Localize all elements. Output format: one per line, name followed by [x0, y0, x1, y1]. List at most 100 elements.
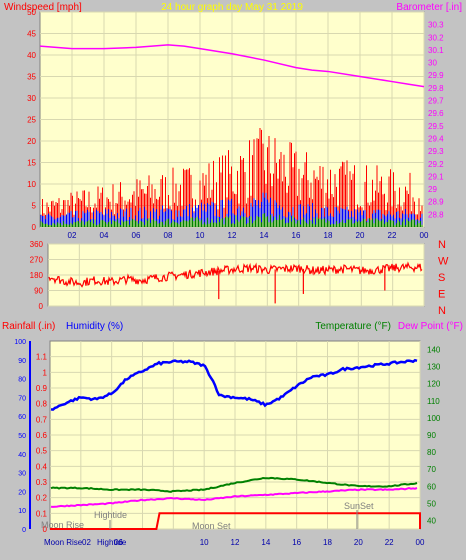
temperature-tick-label: 110 — [427, 397, 440, 406]
wind-x-tick-label: 06 — [132, 231, 141, 240]
windspeed-tick-label: 50 — [27, 8, 36, 17]
rainfall-tick-label: 0.2 — [36, 494, 48, 503]
temperature-tick-labels: 10 12 14 16 18 20 22 0000.10.20.30.40.50.60.70.… — [14, 339, 441, 547]
barometer-tick-label: 30.3 — [428, 21, 444, 30]
barometer-tick-label: 29.5 — [428, 122, 444, 131]
temperature-tick-label: 80 — [427, 448, 436, 457]
direction-degree-tick: 0 — [39, 302, 44, 311]
barometer-tick-label: 30.1 — [428, 46, 444, 55]
direction-compass-label: N — [438, 239, 446, 251]
wind-barometer-panel: 02 04 06 08 10 12 14 16 18 20 22 000510152025303540… — [4, 2, 462, 240]
humidity-tick-label: 20 — [18, 489, 26, 496]
rainfall-tick-label: 0.3 — [36, 478, 48, 487]
rainfall-line — [50, 512, 421, 530]
wind-direction-trace — [48, 261, 423, 288]
dewpoint-axis-label: Dew Point (°F) — [398, 321, 463, 332]
temperature-x-tick-label: 22 — [385, 538, 394, 547]
humidity-tick-label: 10 — [18, 508, 26, 515]
wind-x-tick-label: 16 — [292, 231, 301, 240]
temperature-tick-label: 140 — [427, 346, 441, 355]
direction-degree-tick: 180 — [30, 271, 44, 280]
temperature-x-tick-label: 12 — [231, 538, 240, 547]
wind-x-tick-label: 02 — [68, 231, 77, 240]
barometer-tick-label: 30.2 — [428, 33, 444, 42]
temperature-tick-label: 90 — [427, 431, 436, 440]
wind-x-tick-label: 00 — [420, 231, 429, 240]
hightide-bottom-label: Hightide — [97, 538, 127, 547]
direction-degree-tick: 360 — [30, 240, 44, 249]
hightide-annotation: Hightide — [94, 510, 127, 520]
temperature-tick-label: 50 — [427, 499, 436, 508]
barometer-tick-label: 29.6 — [428, 109, 444, 118]
windspeed-tick-label: 25 — [27, 116, 36, 125]
barometer-line — [39, 44, 425, 88]
temperature-axis-label: Temperature (°F) — [315, 321, 391, 332]
wind-tick-labels: 02 04 06 08 10 12 14 16 18 20 22 000510152025303540… — [27, 8, 444, 240]
rainfall-tick-label: 1 — [43, 368, 48, 377]
barometer-tick-label: 29.8 — [428, 84, 444, 93]
humidity-tick-label: 30 — [18, 471, 26, 478]
temperature-humidity-panel: 10 12 14 16 18 20 22 0000.10.20.30.40.50.60.70.… — [2, 321, 463, 547]
barometer-tick-label: 28.8 — [428, 210, 444, 219]
moon-rise-bottom-label: Moon Rise — [44, 538, 83, 547]
wind-x-tick-label: 08 — [164, 231, 173, 240]
temperature-series — [50, 358, 421, 530]
wind-calm-bars — [40, 213, 423, 227]
windspeed-axis-label: Windspeed [mph] — [4, 2, 82, 13]
rainfall-tick-label: 0 — [43, 525, 48, 534]
barometer-tick-label: 29.3 — [428, 147, 444, 156]
wind-series — [39, 44, 425, 227]
windspeed-tick-label: 5 — [32, 202, 37, 211]
direction-compass-label: E — [438, 289, 445, 301]
temperature-tick-label: 70 — [427, 465, 436, 474]
humidity-tick-label: 40 — [18, 452, 26, 459]
barometer-tick-label: 30 — [428, 59, 437, 68]
humidity-tick-label: 80 — [18, 377, 26, 384]
rainfall-tick-label: 0.7 — [36, 415, 48, 424]
humidity-tick-label: 70 — [18, 395, 26, 402]
bottom-tick-02: 02 — [82, 538, 91, 547]
barometer-tick-label: 28.9 — [428, 198, 444, 207]
moon-set-annotation: Moon Set — [192, 521, 231, 531]
windspeed-tick-label: 45 — [27, 30, 36, 39]
barometer-axis-label: Barometer [.in] — [396, 2, 462, 13]
humidity-axis-label: Humidity (%) — [66, 321, 123, 332]
barometer-tick-label: 29.7 — [428, 97, 444, 106]
barometer-tick-label: 29.2 — [428, 160, 444, 169]
wind-x-tick-label: 18 — [324, 231, 333, 240]
direction-grid — [48, 243, 425, 307]
temperature-x-tick-label: 00 — [416, 538, 425, 547]
rainfall-axis-label: Rainfall (.in) — [2, 321, 55, 332]
direction-compass-label: W — [438, 256, 449, 268]
windspeed-tick-label: 15 — [27, 159, 36, 168]
windspeed-tick-label: 35 — [27, 73, 36, 82]
chart-title: 24 hour graph day May 31 2019 — [161, 2, 303, 13]
wind-x-tick-label: 20 — [356, 231, 365, 240]
windspeed-tick-label: 40 — [27, 51, 36, 60]
rainfall-tick-label: 1.1 — [36, 353, 48, 362]
windspeed-tick-label: 10 — [27, 180, 36, 189]
wind-x-tick-label: 14 — [260, 231, 269, 240]
rainfall-tick-label: 0.1 — [36, 509, 48, 518]
wind-x-tick-label: 12 — [228, 231, 237, 240]
wind-x-tick-label: 10 — [196, 231, 205, 240]
temperature-x-tick-label: 20 — [354, 538, 363, 547]
temperature-tick-label: 120 — [427, 380, 441, 389]
windspeed-tick-label: 20 — [27, 137, 36, 146]
direction-degree-tick: 90 — [34, 287, 43, 296]
temperature-x-tick-label: 10 — [200, 538, 209, 547]
humidity-tick-label: 0 — [22, 527, 26, 534]
rainfall-tick-label: 0.9 — [36, 384, 48, 393]
temperature-tick-label: 100 — [427, 414, 441, 423]
temperature-x-tick-label: 18 — [323, 538, 332, 547]
temperature-line — [50, 476, 418, 493]
direction-degree-tick: 270 — [30, 256, 44, 265]
rainfall-tick-label: 0.8 — [36, 400, 48, 409]
barometer-tick-label: 29 — [428, 185, 437, 194]
temperature-tick-label: 130 — [427, 363, 441, 372]
barometer-tick-label: 29.4 — [428, 134, 444, 143]
rainfall-tick-label: 0.4 — [36, 462, 48, 471]
